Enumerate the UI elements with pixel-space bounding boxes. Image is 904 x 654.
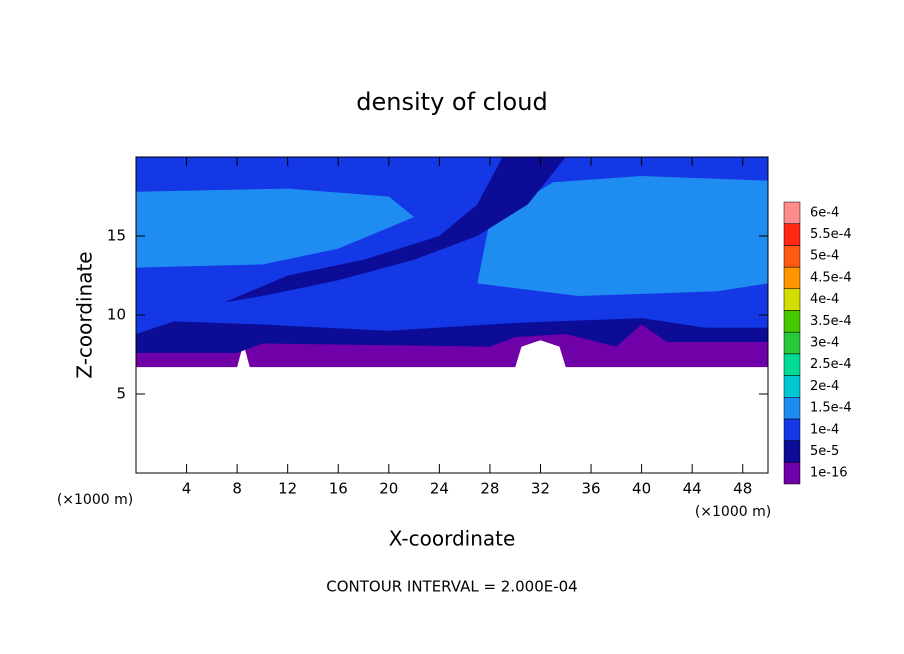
- colorbar-label: 2.5e-4: [810, 357, 852, 372]
- y-axis-label: Z-coordinate: [73, 251, 97, 378]
- x-tick-label: 4: [182, 480, 192, 498]
- x-tick-label: 32: [531, 480, 550, 498]
- chart-title: density of cloud: [356, 88, 547, 116]
- colorbar-label: 1e-4: [810, 422, 839, 437]
- x-unit: (×1000 m): [695, 504, 771, 520]
- contour-field: [136, 157, 768, 368]
- x-tick-label: 28: [480, 480, 499, 498]
- footer-note: CONTOUR INTERVAL = 2.000E-04: [326, 578, 577, 596]
- colorbar-box: [783, 266, 801, 290]
- colorbar-box: [783, 462, 801, 485]
- colorbar-box: [783, 310, 801, 333]
- y-tick-label: 5: [116, 385, 126, 403]
- contour-region: [136, 188, 415, 268]
- colorbar-label: 5.5e-4: [810, 227, 852, 242]
- colorbar-label: 4e-4: [810, 292, 839, 307]
- colorbar-label: 5e-5: [810, 444, 839, 459]
- y-unit: (×1000 m): [57, 492, 133, 508]
- colorbar-box: [783, 353, 801, 376]
- colorbar-label: 1e-16: [810, 466, 848, 481]
- x-tick-label: 16: [329, 480, 348, 498]
- colorbar-box: [783, 375, 801, 398]
- colorbar-box: [783, 440, 801, 463]
- colorbar-box: [783, 418, 801, 441]
- contour-region: [224, 157, 566, 303]
- x-tick-label: 44: [683, 480, 702, 498]
- colorbar-box: [783, 201, 801, 224]
- x-axis-label: X-coordinate: [389, 527, 516, 551]
- colorbar-label: 1.5e-4: [810, 401, 852, 416]
- x-tick-label: 40: [632, 480, 651, 498]
- x-tick-label: 8: [232, 480, 242, 498]
- x-tick-label: 12: [278, 480, 297, 498]
- colorbar-label: 4.5e-4: [810, 270, 852, 285]
- colorbar-box: [783, 331, 801, 355]
- colorbar-box: [783, 396, 801, 420]
- x-tick-label: 20: [379, 480, 398, 498]
- colorbar-label: 3.5e-4: [810, 314, 852, 329]
- x-tick-label: 36: [581, 480, 600, 498]
- x-tick-label: 24: [430, 480, 449, 498]
- colorbar-box: [783, 288, 801, 311]
- y-tick-label: 15: [107, 227, 126, 245]
- colorbar-label: 5e-4: [810, 249, 839, 264]
- contour-region: [477, 175, 768, 297]
- y-tick-label: 10: [107, 306, 126, 324]
- colorbar-label: 6e-4: [810, 205, 839, 220]
- colorbar-box: [783, 223, 801, 246]
- x-tick-label: 48: [733, 480, 752, 498]
- colorbar-box: [783, 245, 801, 268]
- colorbar-label: 3e-4: [810, 336, 839, 351]
- colorbar-label: 2e-4: [810, 379, 839, 394]
